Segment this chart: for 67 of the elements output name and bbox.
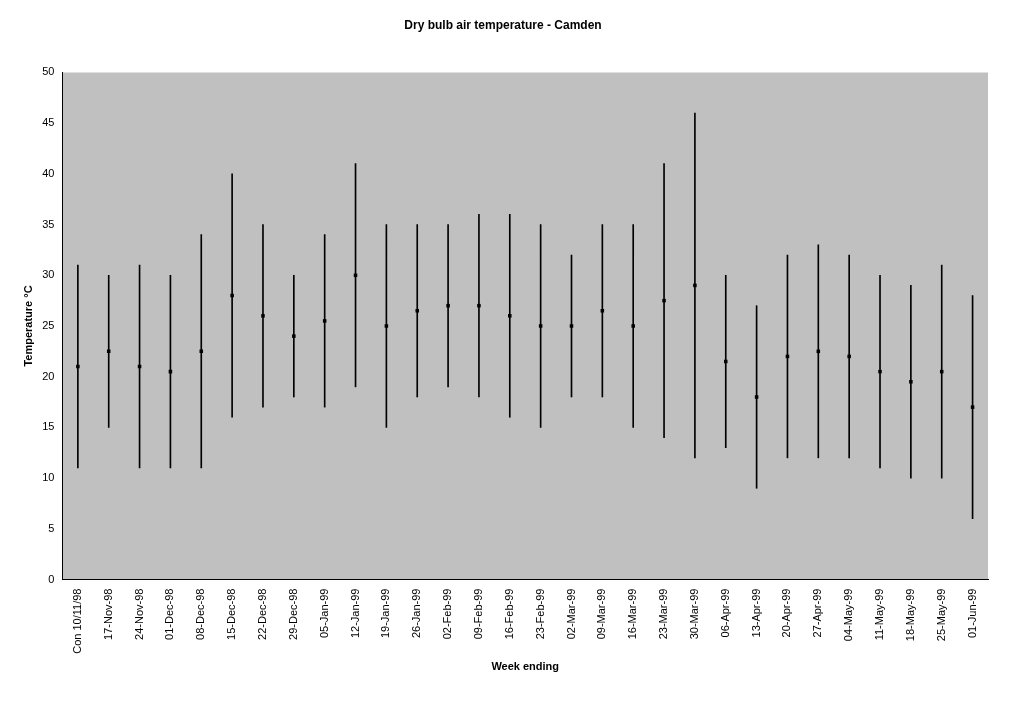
y-tick-label: 40 — [42, 166, 55, 179]
x-tick-label: 02-Mar-99 — [564, 588, 577, 640]
point — [569, 324, 574, 328]
point — [353, 273, 358, 278]
point — [477, 303, 481, 308]
point — [878, 369, 882, 374]
y-tick-label: 15 — [42, 420, 55, 433]
y-tick-label: 30 — [42, 268, 55, 281]
x-tick-label: 29-Dec-98 — [286, 588, 299, 640]
point — [662, 298, 666, 303]
x-tick-label: 16-Feb-99 — [502, 588, 515, 640]
point — [909, 380, 913, 384]
x-tick-label: 04-May-99 — [842, 588, 855, 642]
point — [76, 364, 80, 369]
point — [754, 395, 759, 399]
x-tick-label: 11-May-99 — [873, 588, 886, 641]
x-tick-label: 09-Mar-99 — [595, 588, 608, 640]
y-tick-label: 20 — [42, 369, 55, 382]
x-tick-label: 01-Dec-98 — [163, 588, 176, 640]
x-tick-label: 23-Mar-99 — [657, 588, 670, 640]
x-tick-label: 08-Dec-98 — [194, 588, 207, 640]
point — [292, 334, 296, 338]
point — [508, 314, 512, 318]
x-tick-label: 24-Nov-98 — [132, 588, 145, 640]
point — [322, 319, 327, 323]
y-tick-label: 50 — [42, 65, 55, 78]
x-tick-label: 23-Feb-99 — [533, 588, 546, 640]
point — [415, 309, 419, 313]
x-tick-label: 15-Dec-98 — [225, 588, 238, 640]
y-tick-label: 45 — [42, 116, 55, 129]
y-tick-label: 0 — [48, 572, 55, 585]
point — [384, 324, 389, 328]
x-tick-label: 18-May-99 — [903, 588, 916, 642]
x-tick-label: 26-Jan-99 — [410, 588, 423, 639]
x-tick-label: 25-May-99 — [934, 588, 947, 642]
x-tick-label: 19-Jan-99 — [379, 588, 392, 639]
point — [446, 303, 450, 308]
x-tick-label: 30-Mar-99 — [687, 588, 700, 640]
x-tick-label: 02-Feb-99 — [441, 588, 454, 640]
y-tick-label: 35 — [42, 217, 55, 230]
x-axis-title: Week ending — [491, 660, 560, 673]
x-tick-label: 09-Feb-99 — [471, 588, 484, 640]
point — [970, 405, 975, 409]
y-tick-label: 5 — [48, 521, 55, 534]
point — [538, 324, 543, 328]
point — [230, 293, 234, 298]
x-tick-label: 20-Apr-99 — [780, 588, 793, 638]
point — [631, 324, 635, 328]
x-tick-label: 06-Apr-99 — [718, 588, 731, 638]
x-tick-label: 01-Jun-99 — [965, 588, 978, 639]
x-tick-label: 22-Dec-98 — [256, 588, 269, 640]
point — [723, 359, 728, 364]
point — [693, 283, 697, 288]
chart-title: Dry bulb air temperature - Camden — [404, 17, 602, 32]
y-tick-label: 10 — [42, 471, 55, 484]
x-tick-label: 27-Apr-99 — [811, 588, 824, 638]
x-tick-label: 12-Jan-99 — [348, 588, 361, 639]
x-tick-label: 13-Apr-99 — [749, 588, 762, 638]
point — [600, 309, 605, 313]
x-tick-label: 05-Jan-99 — [317, 588, 330, 639]
x-tick-label: 17-Nov-98 — [101, 588, 114, 640]
point — [847, 354, 851, 359]
point — [261, 314, 265, 318]
y-tick-label: 25 — [42, 319, 55, 332]
y-axis-title: Temperature °C — [21, 285, 34, 367]
x-tick-label: 16-Mar-99 — [626, 588, 639, 640]
x-tick-label: Con 10/11/98 — [70, 588, 83, 654]
